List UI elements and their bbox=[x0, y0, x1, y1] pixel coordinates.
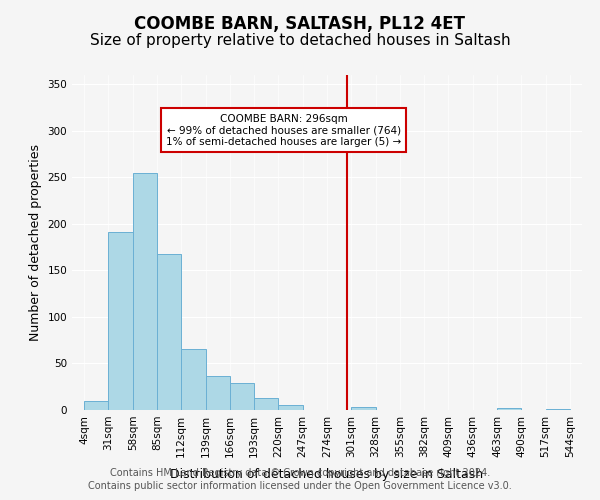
Bar bbox=[157, 254, 181, 410]
Bar bbox=[278, 406, 303, 410]
Bar bbox=[497, 408, 521, 410]
Bar bbox=[206, 376, 230, 410]
Text: Size of property relative to detached houses in Saltash: Size of property relative to detached ho… bbox=[89, 32, 511, 48]
Bar bbox=[230, 383, 254, 410]
Bar bbox=[254, 398, 278, 410]
Text: COOMBE BARN: 296sqm
← 99% of detached houses are smaller (764)
1% of semi-detach: COOMBE BARN: 296sqm ← 99% of detached ho… bbox=[166, 114, 401, 146]
Text: Contains public sector information licensed under the Open Government Licence v3: Contains public sector information licen… bbox=[88, 481, 512, 491]
Text: COOMBE BARN, SALTASH, PL12 4ET: COOMBE BARN, SALTASH, PL12 4ET bbox=[134, 15, 466, 33]
X-axis label: Distribution of detached houses by size in Saltash: Distribution of detached houses by size … bbox=[170, 468, 484, 481]
Bar bbox=[181, 348, 206, 410]
Bar bbox=[133, 172, 157, 410]
Bar bbox=[84, 400, 109, 410]
Y-axis label: Number of detached properties: Number of detached properties bbox=[29, 144, 42, 341]
Bar bbox=[545, 409, 570, 410]
Bar bbox=[351, 407, 376, 410]
Text: Contains HM Land Registry data © Crown copyright and database right 2024.: Contains HM Land Registry data © Crown c… bbox=[110, 468, 490, 477]
Bar bbox=[109, 232, 133, 410]
